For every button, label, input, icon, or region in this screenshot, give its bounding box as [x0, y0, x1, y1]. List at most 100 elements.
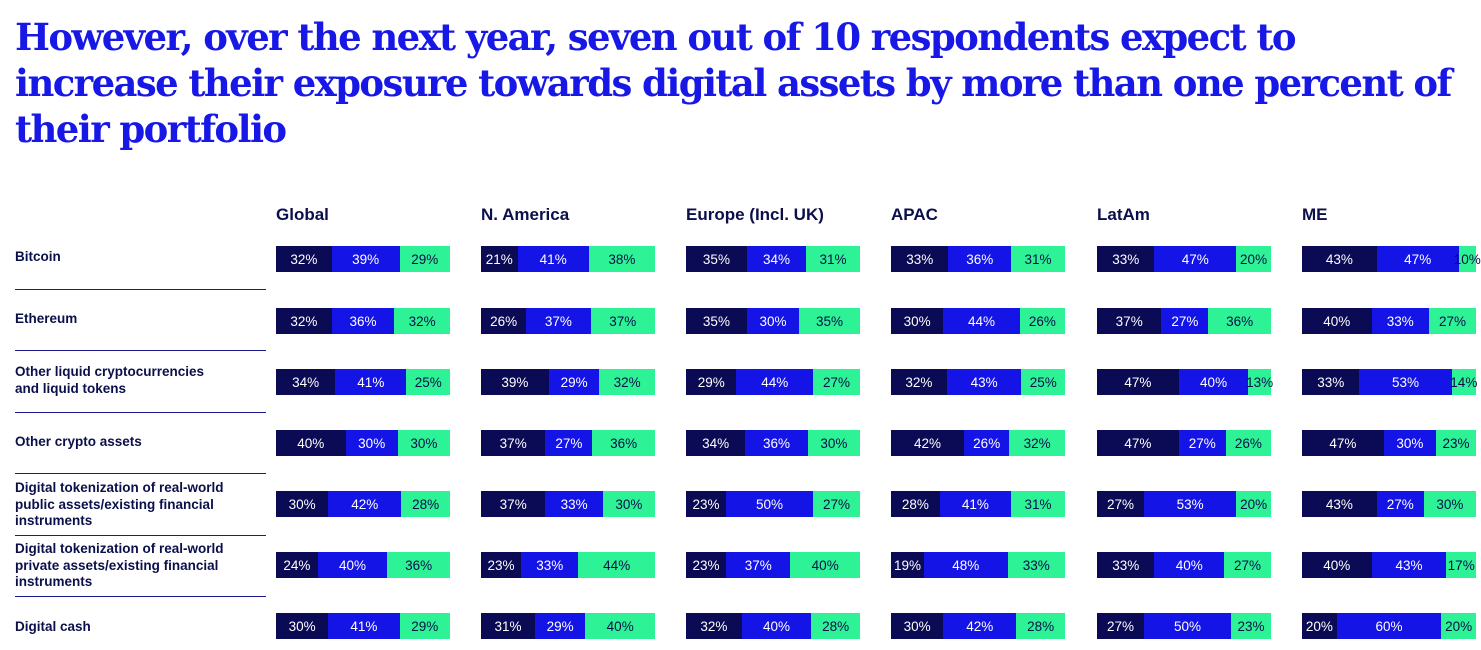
- data-label: 40%: [606, 618, 634, 634]
- bar-segment: 26%: [964, 430, 1010, 456]
- data-label: 33%: [1022, 557, 1050, 573]
- stacked-bar: 33% 40% 27%: [1097, 552, 1271, 578]
- bar-segment: 43%: [1302, 246, 1377, 272]
- data-label: 29%: [411, 251, 439, 267]
- bar-segment: 29%: [548, 369, 600, 395]
- bar-segment: 32%: [276, 246, 332, 272]
- data-label: 27%: [1106, 618, 1134, 634]
- stacked-bar: 32% 36% 32%: [276, 308, 450, 334]
- data-label: 41%: [539, 251, 567, 267]
- row-label: Bitcoin: [15, 249, 265, 266]
- data-label: 30%: [288, 618, 316, 634]
- data-label: 42%: [914, 435, 942, 451]
- data-label: 50%: [756, 496, 784, 512]
- page-title: However, over the next year, seven out o…: [15, 15, 1452, 151]
- bar-segment: 38%: [588, 246, 655, 272]
- data-label: 47%: [1404, 251, 1432, 267]
- data-label: 39%: [501, 374, 529, 390]
- bar-segment: 44%: [578, 552, 655, 578]
- bar-segment: 47%: [1097, 430, 1179, 456]
- stacked-bar: 40% 43% 17%: [1302, 552, 1476, 578]
- region-header: Europe (Incl. UK): [686, 205, 824, 224]
- bar-segment: 34%: [276, 369, 336, 395]
- data-label: 26%: [1028, 313, 1056, 329]
- stacked-bar: 37% 27% 36%: [1097, 308, 1271, 334]
- data-label: 53%: [1176, 496, 1204, 512]
- row-label: Ethereum: [15, 311, 265, 328]
- bar-segment: 31%: [1011, 491, 1065, 517]
- bar-segment: 37%: [481, 491, 546, 517]
- stacked-bar: 33% 53% 14%: [1302, 369, 1477, 395]
- data-label: 34%: [702, 435, 730, 451]
- data-label: 33%: [536, 557, 564, 573]
- bar-segment: 29%: [399, 246, 450, 272]
- bar-segment: 34%: [746, 246, 807, 272]
- row-label: Digital cash: [15, 619, 265, 636]
- data-label: 23%: [1237, 618, 1265, 634]
- data-label: 36%: [610, 435, 638, 451]
- stacked-bar: 39% 29% 32%: [481, 369, 655, 395]
- bar-segment: 33%: [1302, 369, 1360, 395]
- data-label: 42%: [966, 618, 994, 634]
- bar-segment: 26%: [481, 308, 527, 334]
- stacked-bar: 32% 39% 29%: [276, 246, 450, 272]
- stacked-bar: 43% 47% 10%: [1302, 246, 1481, 272]
- bar-segment: 40%: [276, 430, 346, 456]
- bar-segment: 48%: [924, 552, 1008, 578]
- data-label: 41%: [357, 374, 385, 390]
- bar-segment: 32%: [394, 308, 450, 334]
- data-label: 47%: [1124, 374, 1152, 390]
- bar-segment: 34%: [686, 430, 746, 456]
- stacked-bar: 30% 42% 28%: [891, 613, 1065, 639]
- data-label: 24%: [283, 557, 311, 573]
- bar-segment: 53%: [1359, 369, 1452, 395]
- data-label: 30%: [759, 313, 787, 329]
- region-header: LatAm: [1097, 205, 1150, 224]
- bar-segment: 20%: [1236, 491, 1271, 517]
- bar-segment: 26%: [1019, 308, 1065, 334]
- stacked-bar: 28% 41% 31%: [891, 491, 1065, 517]
- bar-segment: 43%: [946, 369, 1022, 395]
- bar-segment: 35%: [799, 308, 860, 334]
- data-label: 39%: [352, 251, 380, 267]
- data-label: 32%: [700, 618, 728, 634]
- data-label: 37%: [744, 557, 772, 573]
- data-label: 26%: [490, 313, 518, 329]
- data-label: 35%: [816, 313, 844, 329]
- bar-segment: 31%: [481, 613, 535, 639]
- bar-segment: 36%: [331, 308, 395, 334]
- bar-segment: 33%: [521, 552, 579, 578]
- bar-segment: 37%: [590, 308, 655, 334]
- bar-segment: 27%: [813, 491, 860, 517]
- stacked-bar: 34% 41% 25%: [276, 369, 450, 395]
- stacked-bar: 47% 40% 13%: [1097, 369, 1273, 395]
- stacked-bar: 23% 50% 27%: [686, 491, 860, 517]
- data-label: 31%: [1024, 251, 1052, 267]
- data-label: 40%: [762, 618, 790, 634]
- bar-segment: 33%: [1007, 552, 1065, 578]
- row-divider: [15, 535, 266, 536]
- row-divider: [15, 412, 266, 413]
- bar-segment: 50%: [726, 491, 814, 517]
- stacked-bar: 32% 40% 28%: [686, 613, 860, 639]
- data-label: 41%: [350, 618, 378, 634]
- bar-segment: 27%: [1224, 552, 1271, 578]
- data-label: 29%: [697, 374, 725, 390]
- bar-segment: 20%: [1441, 613, 1476, 639]
- stacked-bar: 40% 33% 27%: [1302, 308, 1476, 334]
- data-label: 20%: [1445, 618, 1473, 634]
- bar-segment: 30%: [1423, 491, 1476, 517]
- bar-segment: 28%: [811, 613, 860, 639]
- data-label: 27%: [1438, 313, 1466, 329]
- bar-segment: 32%: [1009, 430, 1065, 456]
- stacked-bar: 19% 48% 33%: [891, 552, 1065, 578]
- bar-segment: 23%: [1230, 613, 1271, 639]
- bar-segment: 33%: [1371, 308, 1429, 334]
- bar-segment: 25%: [1021, 369, 1065, 395]
- bar-segment: 30%: [1383, 430, 1436, 456]
- bar-segment: 30%: [807, 430, 860, 456]
- data-label: 30%: [615, 496, 643, 512]
- data-label: 32%: [905, 374, 933, 390]
- data-label: 20%: [1240, 251, 1268, 267]
- data-label: 43%: [1325, 496, 1353, 512]
